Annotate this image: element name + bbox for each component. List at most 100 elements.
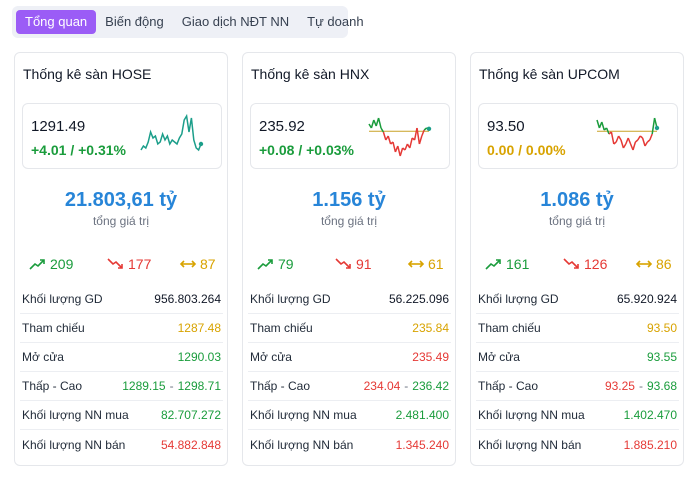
sparkline-segment [651, 117, 656, 135]
decline-count-value: 177 [128, 256, 152, 272]
row-volume: Khối lượng GD 56.225.096 [248, 285, 451, 314]
total-value-label: tổng giá trị [548, 214, 606, 228]
sparkline-segment [418, 135, 423, 145]
row-foreign-sell: Khối lượng NN bán 1.345.240 [248, 430, 451, 459]
low-value: 234.04 [363, 379, 401, 393]
row-value: 1289.15-1298.71 [122, 379, 221, 393]
row-label: Khối lượng NN mua [250, 408, 357, 422]
row-value: 235.49 [412, 350, 449, 364]
tab-bar: Tổng quan Biến động Giao dịch NĐT NN Tự … [12, 6, 364, 38]
sparkline-segment [620, 139, 625, 149]
sparkline-segment [615, 135, 620, 143]
row-value: 93.25-93.68 [604, 379, 677, 393]
decline-count: 126 [563, 256, 607, 272]
sparkline-segment [596, 119, 601, 129]
sparkline-segment [613, 141, 617, 145]
row-value: 65.920.924 [616, 292, 677, 306]
sparkline-segment [617, 135, 622, 141]
sparkline-segment [637, 135, 641, 141]
advance-count: 209 [29, 256, 73, 272]
advance-count-value: 79 [278, 256, 294, 272]
unchanged-count-value: 86 [656, 256, 672, 272]
sparkline-series [140, 113, 202, 152]
advance-count: 79 [257, 256, 294, 272]
stats-table: Khối lượng GD 956.803.264 Tham chiếu 128… [20, 285, 223, 459]
sparkline-segment [382, 131, 387, 141]
total-value: 1.156 tỷ [312, 189, 386, 211]
total-value: 21.803,61 tỷ [64, 189, 178, 211]
index-value: 93.50 [487, 118, 525, 135]
sparkline-segment [404, 143, 409, 151]
row-value: 234.04-236.42 [363, 379, 449, 393]
sparkline-segment [370, 119, 375, 129]
row-label: Khối lượng NN mua [22, 408, 129, 422]
sparkline-segment [377, 117, 382, 129]
row-value: 1.885.210 [623, 437, 677, 452]
row-label: Thấp - Cao [22, 379, 83, 393]
total-value-label: tổng giá trị [320, 214, 378, 228]
high-value: 1298.71 [177, 379, 221, 393]
sparkline-segment [380, 127, 385, 133]
row-volume: Khối lượng GD 956.803.264 [20, 285, 223, 314]
tab-proprietary[interactable]: Tự doanh [307, 14, 364, 29]
index-summary: 235.92 +0.08 / +0.03% [250, 103, 450, 169]
row-value: 93.50 [646, 321, 677, 335]
row-open: Mở cửa 1290.03 [20, 343, 223, 372]
row-label: Mở cửa [22, 350, 64, 364]
row-low-high: Thấp - Cao 234.04-236.42 [248, 372, 451, 401]
sparkline-segment [392, 141, 397, 153]
sparkline-segment [646, 139, 651, 143]
trending-up-icon [485, 259, 501, 270]
tab-overview[interactable]: Tổng quan [16, 10, 97, 34]
unchanged-count: 61 [407, 256, 444, 272]
sparkline-segment [421, 129, 425, 137]
row-foreign-sell: Khối lượng NN bán 1.885.210 [476, 430, 679, 459]
row-low-high: Thấp - Cao 1289.15-1298.71 [20, 372, 223, 401]
sparkline-segment [610, 131, 615, 145]
stats-table: Khối lượng GD 65.920.924 Tham chiếu 93.5… [476, 285, 679, 459]
index-value: 235.92 [259, 118, 305, 135]
market-card-0: Thống kê sàn HOSE 1291.49 +4.01 / +0.31%… [14, 52, 228, 466]
decline-count-value: 91 [356, 256, 372, 272]
sparkline-segment [387, 135, 392, 145]
trending-down-icon [563, 258, 579, 269]
high-value: 236.42 [412, 379, 449, 393]
unchanged-count-value: 87 [200, 256, 216, 272]
arrows-horizontal-icon [179, 260, 197, 268]
decline-count: 177 [107, 256, 151, 272]
sparkline-segment [641, 137, 646, 147]
sparkline-segment [639, 135, 644, 139]
tab-foreign-trading[interactable]: Giao dịch NĐT NN [181, 14, 290, 29]
arrows-horizontal-icon [635, 260, 653, 268]
row-value: 56.225.096 [388, 292, 449, 306]
row-reference: Tham chiếu 235.84 [248, 314, 451, 343]
total-value-label: tổng giá trị [92, 214, 150, 228]
row-value: 82.707.272 [160, 408, 221, 422]
row-foreign-sell: Khối lượng NN bán 54.882.848 [20, 430, 223, 459]
row-low-high: Thấp - Cao 93.25-93.68 [476, 372, 679, 401]
market-card-2: Thống kê sàn UPCOM 93.50 0.00 / 0.00% 1.… [470, 52, 684, 466]
sparkline-last-point [198, 141, 204, 147]
trending-up-icon [257, 259, 273, 270]
low-value: 1289.15 [122, 379, 166, 393]
market-breadth: 161 126 86 [471, 256, 683, 274]
index-change: +0.08 / +0.03% [259, 142, 354, 158]
sparkline-segment [622, 143, 627, 149]
tab-fluctuation[interactable]: Biến động [105, 14, 164, 29]
row-label: Khối lượng GD [22, 292, 103, 306]
sparkline-chart [596, 117, 660, 151]
sparkline-segment [605, 127, 610, 135]
row-reference: Tham chiếu 1287.48 [20, 314, 223, 343]
row-label: Khối lượng GD [250, 292, 331, 306]
sparkline-last-point [654, 125, 660, 131]
row-label: Khối lượng NN bán [250, 437, 354, 452]
low-value: 93.25 [604, 379, 635, 393]
trending-up-icon [29, 259, 45, 270]
row-label: Tham chiếu [478, 321, 541, 335]
card-title: Thống kê sàn UPCOM [479, 66, 620, 82]
card-title: Thống kê sàn HNX [251, 66, 370, 82]
trending-down-icon [107, 258, 123, 269]
unchanged-count-value: 61 [428, 256, 444, 272]
total-value: 1.086 tỷ [540, 189, 614, 211]
row-value: 1.345.240 [395, 437, 449, 452]
